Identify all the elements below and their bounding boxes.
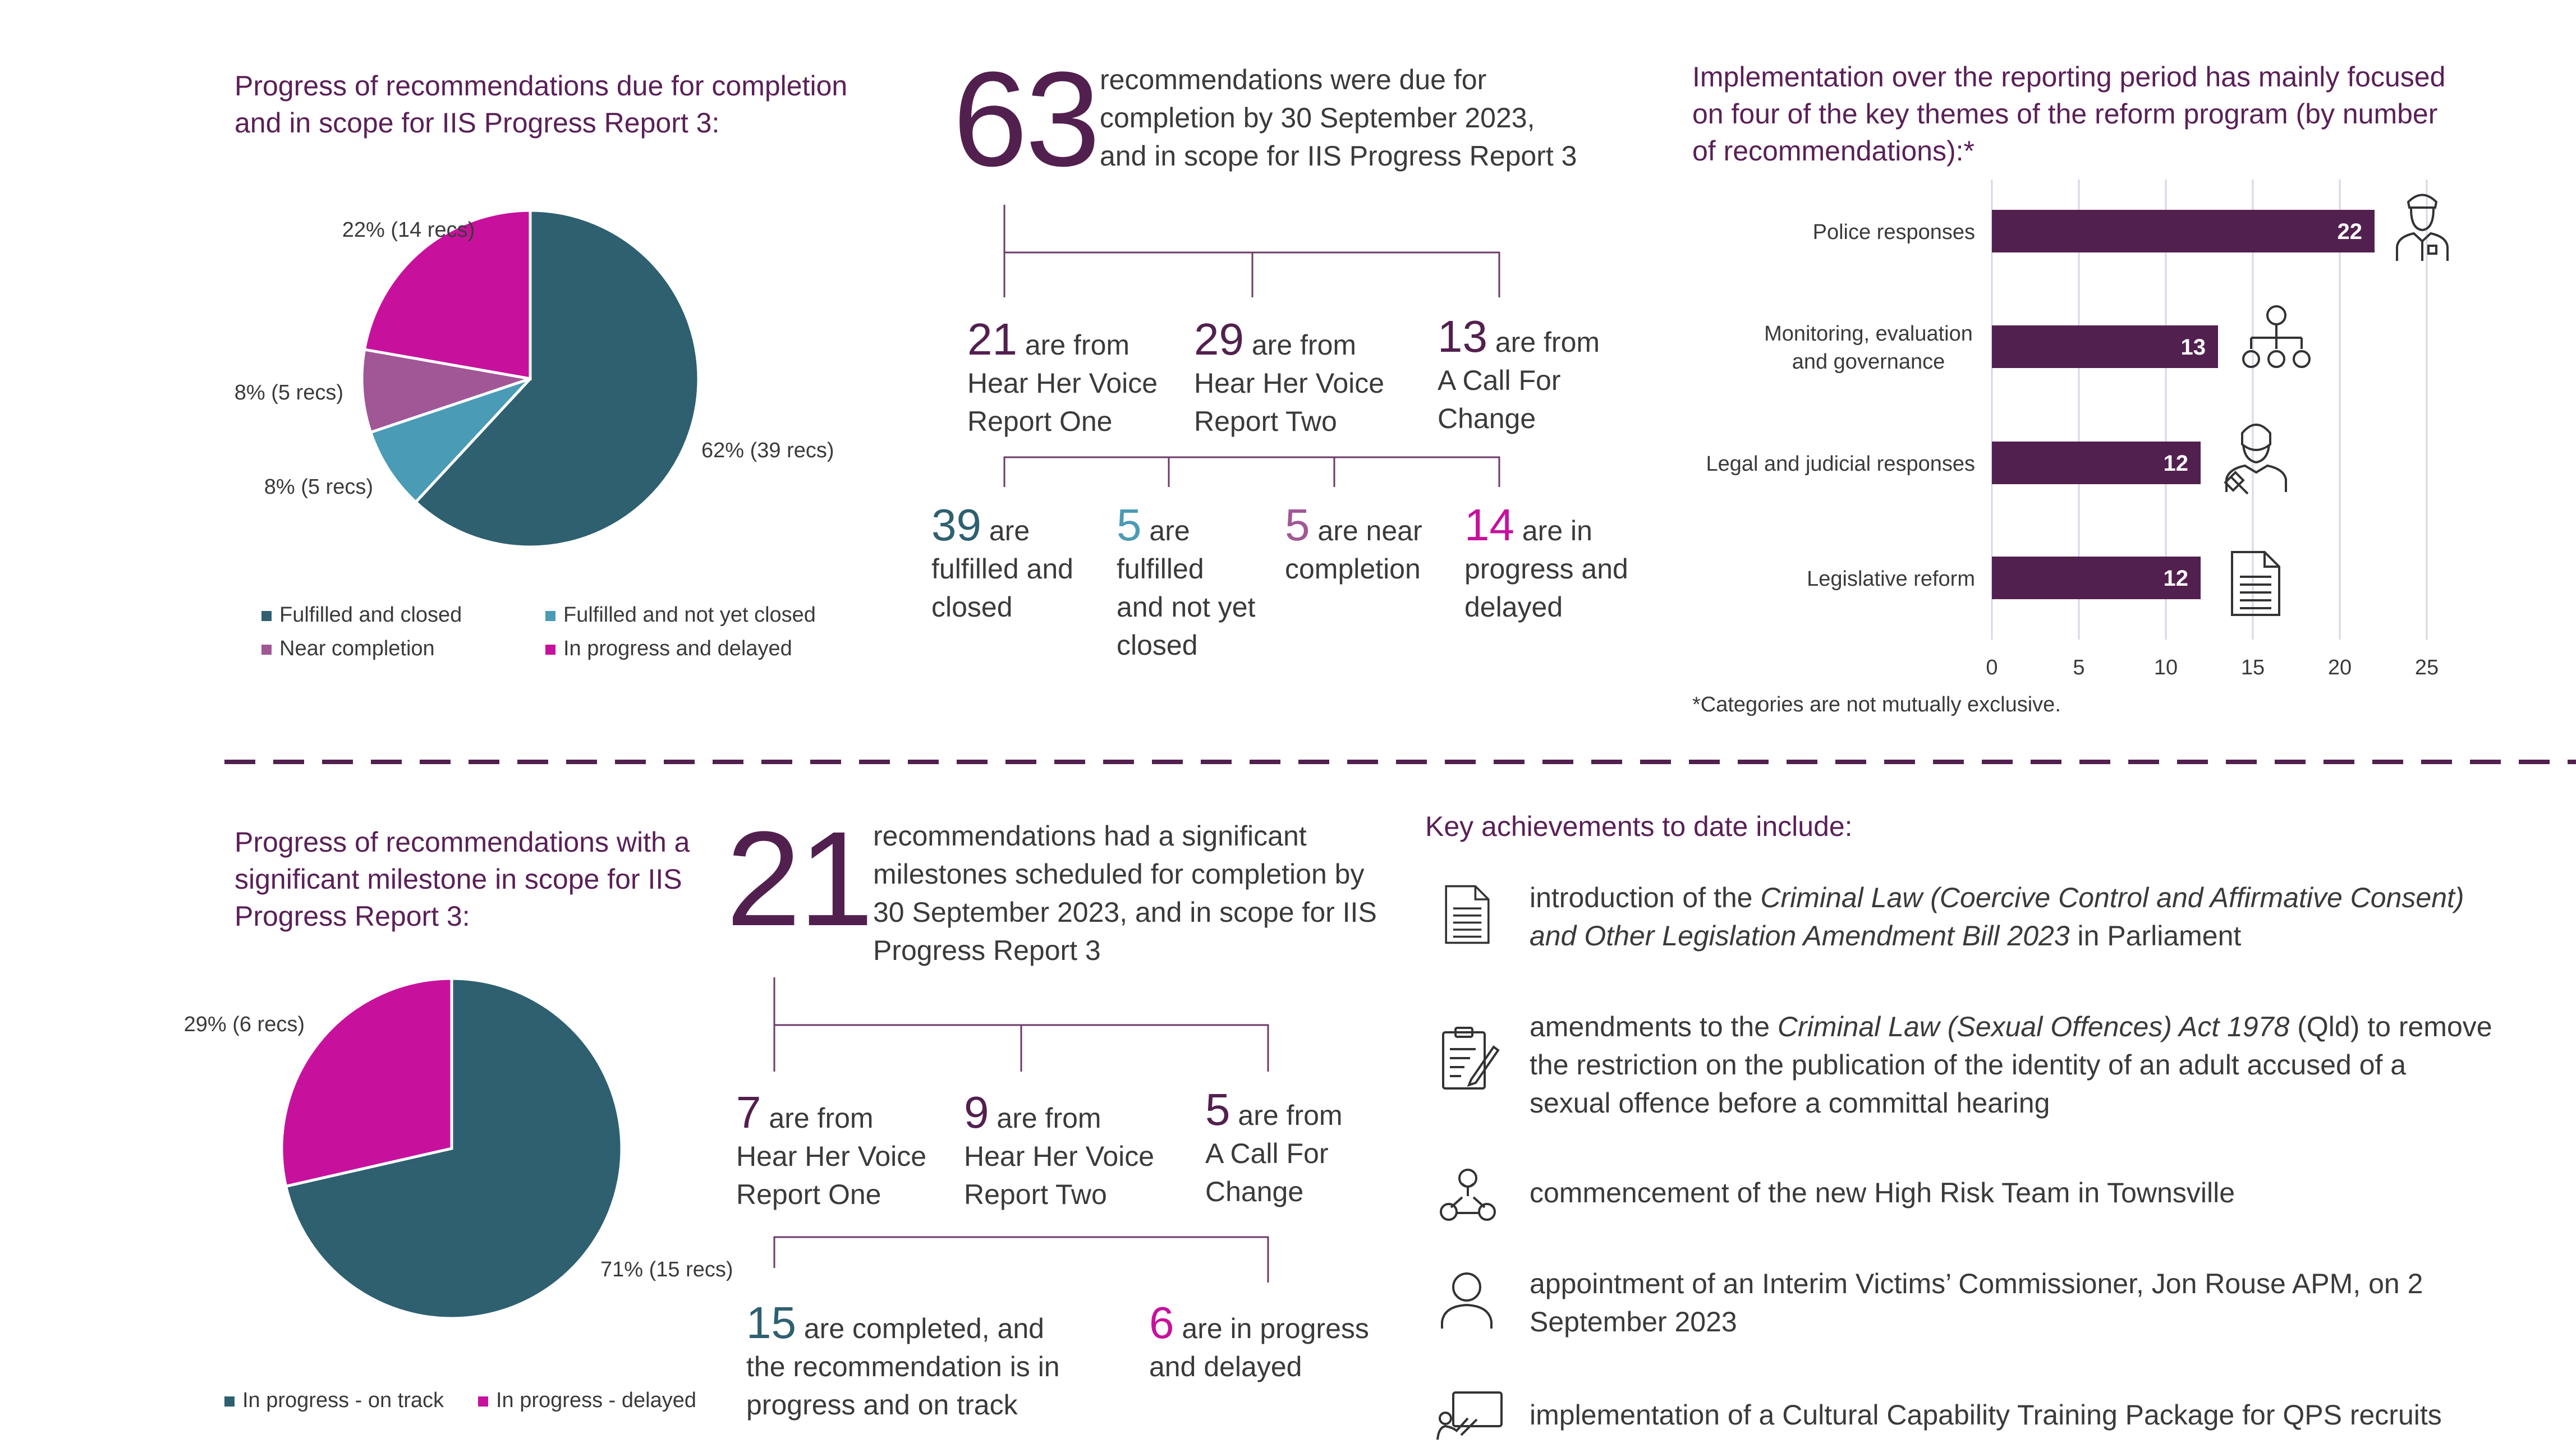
tree-line-top-sources	[1003, 205, 1500, 297]
x-tick-label: 20	[2328, 656, 2352, 679]
source-hhv-one-top: 21 are from Hear Her Voice Report One	[967, 314, 1158, 438]
legend-swatch	[545, 610, 555, 621]
status-fulfilled-not-closed: 5 are fulfilled and not yet closed	[1117, 500, 1256, 661]
team-network-icon	[1440, 1169, 1496, 1221]
status-in-progress-delayed-bottom: 6 are in progress and delayed	[1149, 1298, 1369, 1383]
x-tick-label: 5	[2073, 656, 2084, 679]
bar-chart-footnote: *Categories are not mutually exclusive.	[1692, 693, 2061, 716]
achievement-item-amendments: amendments to the Criminal Law (Sexual O…	[1530, 1011, 2492, 1119]
achievement-item-cultural-capability: implementation of a Cultural Capability …	[1530, 1399, 2442, 1431]
pie-data-label: 22% (14 recs)	[342, 218, 475, 242]
pie-data-label: 8% (5 recs)	[264, 475, 373, 499]
bar-legislative-reform	[1992, 557, 2201, 599]
status-near-completion: 5 are near completion	[1285, 500, 1422, 585]
org-chart-icon	[2242, 305, 2311, 368]
pie-slice-in-progress-on-track	[284, 977, 623, 1320]
total-due-number: 63	[953, 44, 1100, 194]
x-tick-label: 10	[2154, 656, 2178, 679]
person-icon	[1441, 1272, 1493, 1329]
bar-monitoring-evaluation-and-governance	[1992, 325, 2218, 368]
pie-slice-fulfilled-and-not-yet-closed	[369, 377, 531, 504]
achievement-item-bill: introduction of the Criminal Law (Coerci…	[1530, 882, 2464, 952]
pie1-title: Progress of recommendations due for comp…	[235, 70, 848, 139]
legend-swatch	[545, 644, 555, 655]
pie1-legend-fulfilled-not-closed: Fulfilled and not yet closed	[545, 601, 816, 628]
legend-swatch	[224, 1396, 235, 1407]
category-label: Legal and judicial responses	[1706, 452, 1975, 476]
total-due-description: recommendations were due for completion …	[1100, 64, 1577, 172]
status-completed-on-track: 15 are completed, and the recommendation…	[746, 1298, 1060, 1421]
pie-data-label: 71% (15 recs)	[600, 1258, 733, 1281]
total-milestone-description: recommendations had a significant milest…	[873, 820, 1377, 966]
source-call-for-change-top: 13 are from A Call For Change	[1438, 311, 1600, 435]
document-icon	[1445, 885, 1490, 944]
achievements-heading: Key achievements to date include:	[1425, 811, 1853, 842]
category-label: Monitoring, evaluation	[1764, 322, 1973, 346]
bar-value-label: 13	[2181, 335, 2206, 360]
tree-line-bottom-sources	[773, 977, 1269, 1072]
pie-data-label: 29% (6 recs)	[184, 1013, 305, 1036]
bar-chart-title: Implementation over the reporting period…	[1692, 61, 2446, 167]
pie2-legend-on-track: In progress - on track	[224, 1387, 444, 1414]
pie-slice-in-progress-delayed	[280, 977, 453, 1188]
bar-chart-key-themes: 0 5 10 15 20 25 22 Police responses 13 Monitoring…	[1706, 180, 2439, 679]
x-tick-label: 15	[2241, 656, 2265, 679]
source-hhv-two-bottom: 9 are from Hear Her Voice Report Two	[964, 1087, 1155, 1211]
pie-chart-recommendations-status: 62% (39 recs) 8% (5 recs) 8% (5 recs) 22% (…	[235, 209, 834, 549]
pie-slice-in-progress-and-delayed	[362, 209, 532, 380]
status-fulfilled-closed: 39 are fulfilled and closed	[931, 500, 1073, 623]
achievement-item-victims-commissioner: appointment of an Interim Victims’ Commi…	[1530, 1268, 2423, 1338]
pie-chart-milestone-status: 71% (15 recs) 29% (6 recs)	[184, 977, 733, 1320]
legend-swatch	[478, 1396, 488, 1407]
source-call-for-change-bottom: 5 are from A Call For Change	[1205, 1084, 1343, 1208]
bar-value-label: 22	[2338, 219, 2363, 244]
clipboard-pen-icon	[1442, 1027, 1500, 1090]
document-icon	[2231, 551, 2280, 616]
bar-value-label: 12	[2164, 566, 2189, 591]
tree-line-top-statuses	[1003, 456, 1500, 487]
pie1-legend-near-completion: Near completion	[261, 635, 435, 662]
total-milestone-number: 21	[726, 803, 874, 954]
police-officer-icon	[2396, 194, 2449, 261]
pie-data-label: 62% (39 recs)	[701, 439, 834, 462]
legend-swatch	[261, 644, 272, 655]
pie1-legend-fulfilled-closed: Fulfilled and closed	[261, 601, 462, 628]
pie-slice-fulfilled-and-closed	[414, 209, 700, 549]
status-in-progress-delayed: 14 are in progress and delayed	[1464, 500, 1628, 623]
tree-line-bottom-statuses	[773, 1236, 1269, 1283]
category-label: Legislative reform	[1807, 567, 1975, 591]
x-tick-label: 25	[2415, 656, 2439, 679]
category-label: Police responses	[1813, 220, 1975, 244]
pie2-title: Progress of recommendations with a signi…	[235, 826, 690, 932]
source-hhv-one-bottom: 7 are from Hear Her Voice Report One	[736, 1087, 927, 1211]
source-hhv-two-top: 29 are from Hear Her Voice Report Two	[1194, 314, 1385, 438]
pie-data-label: 8% (5 recs)	[235, 381, 343, 405]
x-tick-label: 0	[1986, 656, 1998, 679]
pie2-legend-delayed: In progress - delayed	[478, 1387, 696, 1414]
legend-swatch	[261, 610, 272, 621]
bar-value-label: 12	[2164, 451, 2189, 476]
pie1-legend-in-progress-delayed: In progress and delayed	[545, 635, 792, 662]
bar-police-responses	[1992, 210, 2375, 252]
pie-slice-near-completion	[360, 348, 531, 434]
category-label: and governance	[1792, 350, 1945, 374]
achievement-item-high-risk-team: commencement of the new High Risk Team i…	[1530, 1177, 2235, 1208]
judge-icon	[2224, 424, 2287, 495]
training-board-icon	[1436, 1391, 1503, 1440]
bar-legal-and-judicial-responses	[1992, 442, 2201, 484]
